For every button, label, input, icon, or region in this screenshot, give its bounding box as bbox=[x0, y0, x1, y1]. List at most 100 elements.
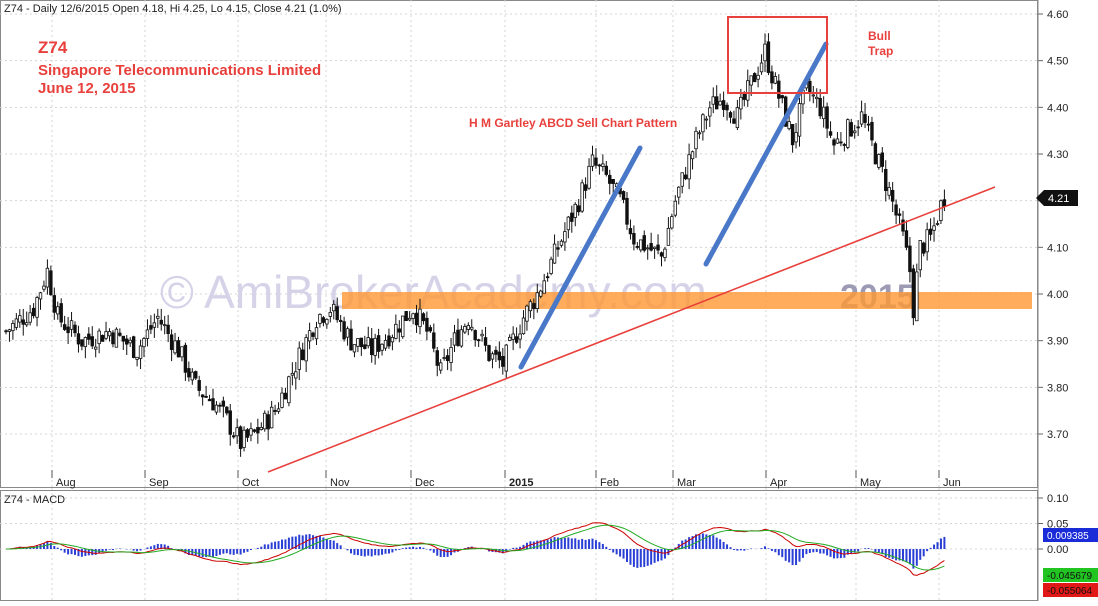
candle-body bbox=[180, 346, 184, 358]
y-tick-label: 4.60 bbox=[1047, 9, 1068, 21]
candle-body bbox=[721, 100, 726, 110]
candle-body bbox=[877, 154, 881, 168]
candle-body bbox=[342, 321, 346, 340]
candle-body bbox=[839, 141, 843, 144]
candle-body bbox=[825, 106, 829, 129]
candle-body bbox=[687, 154, 691, 180]
x-tick-label: Oct bbox=[242, 477, 259, 489]
candle-body bbox=[790, 123, 795, 146]
candle-body bbox=[646, 247, 650, 250]
y-tick-label: 4.40 bbox=[1047, 102, 1068, 114]
candle-body bbox=[145, 329, 150, 339]
pattern-leg-cd bbox=[703, 41, 829, 267]
macd-y-tick-label: 0.00 bbox=[1047, 544, 1068, 556]
candle-body bbox=[35, 297, 39, 318]
candle-body bbox=[304, 337, 308, 362]
x-tick-label: Jun bbox=[943, 477, 961, 489]
candle-body bbox=[773, 76, 778, 84]
candle-body bbox=[366, 337, 370, 347]
candle-body bbox=[718, 100, 722, 106]
candle-body bbox=[266, 414, 270, 430]
candle-body bbox=[380, 343, 384, 351]
candle-body bbox=[69, 320, 74, 330]
candle-body bbox=[100, 335, 105, 342]
candle-body bbox=[90, 336, 94, 347]
candle-body bbox=[259, 426, 263, 430]
candle-body bbox=[432, 332, 436, 349]
candle-body bbox=[394, 323, 398, 339]
candle-body bbox=[501, 356, 505, 367]
candle-body bbox=[742, 93, 746, 100]
candle-body bbox=[604, 165, 608, 175]
y-tick-label: 4.00 bbox=[1047, 289, 1068, 301]
candle-body bbox=[835, 138, 840, 144]
y-tick-label: 4.50 bbox=[1047, 56, 1068, 68]
candle-body bbox=[466, 325, 470, 330]
candle-body bbox=[918, 240, 922, 271]
candle-body bbox=[853, 130, 857, 134]
last-close-label: 4.21 bbox=[1048, 193, 1069, 205]
candle-body bbox=[252, 429, 257, 432]
candle-body bbox=[218, 404, 222, 407]
candle-body bbox=[211, 398, 215, 411]
last-close-flag bbox=[1036, 190, 1078, 206]
macd-y-tick-label: 0.05 bbox=[1047, 519, 1068, 531]
candle-body bbox=[611, 178, 615, 184]
candle-body bbox=[556, 247, 560, 250]
x-tick-label: Feb bbox=[600, 477, 619, 489]
candle-body bbox=[438, 362, 443, 371]
macd-value-label: 0.009385 bbox=[1047, 531, 1089, 542]
candle-body bbox=[735, 107, 740, 129]
candle-body bbox=[149, 325, 153, 330]
candle-body bbox=[414, 312, 419, 326]
candle-body bbox=[690, 151, 695, 160]
candle-body bbox=[832, 139, 836, 146]
candle-body bbox=[45, 267, 50, 288]
candle-body bbox=[525, 305, 529, 322]
y-tick-label: 4.10 bbox=[1047, 242, 1068, 254]
candle-body bbox=[856, 126, 860, 129]
candle-body bbox=[238, 426, 243, 449]
candle-body bbox=[263, 412, 267, 430]
ticker-annotation: Z74 bbox=[38, 38, 68, 57]
candle-body bbox=[542, 280, 546, 294]
candle-body bbox=[442, 357, 446, 359]
x-tick-label: Dec bbox=[415, 477, 435, 489]
candle-body bbox=[666, 227, 671, 246]
candle-body bbox=[176, 340, 181, 358]
signal-line bbox=[5, 524, 945, 571]
hist-value-label: -0.055064 bbox=[1047, 586, 1092, 597]
candle-body bbox=[608, 174, 612, 184]
candle-body bbox=[445, 355, 450, 362]
candle-body bbox=[287, 376, 291, 404]
date-annotation: June 12, 2015 bbox=[38, 80, 136, 97]
macd-value-labels: 0.009385 -0.045679 -0.055064 bbox=[1043, 528, 1098, 597]
candles bbox=[4, 33, 947, 457]
candle-body bbox=[932, 225, 936, 231]
candle-body bbox=[539, 290, 543, 297]
candle-body bbox=[583, 184, 588, 191]
macd-line bbox=[5, 522, 945, 576]
macd-y-tick-label: 0.10 bbox=[1047, 493, 1068, 505]
candle-body bbox=[470, 326, 474, 330]
candle-body bbox=[404, 311, 408, 321]
candle-body bbox=[559, 240, 564, 246]
candle-body bbox=[915, 271, 919, 322]
candle-body bbox=[256, 427, 260, 434]
candle-body bbox=[131, 336, 136, 358]
candle-body bbox=[318, 313, 322, 324]
candle-body bbox=[621, 191, 626, 200]
candle-body bbox=[376, 335, 381, 352]
candle-body bbox=[708, 107, 712, 117]
candle-body bbox=[942, 199, 947, 207]
candle-body bbox=[387, 335, 391, 347]
support-zone bbox=[342, 292, 1032, 309]
candle-body bbox=[880, 152, 884, 167]
candle-body bbox=[563, 231, 567, 243]
candle-body bbox=[59, 303, 63, 323]
candle-body bbox=[528, 301, 533, 312]
macd-series bbox=[5, 522, 946, 576]
candle-body bbox=[815, 96, 819, 100]
candle-body bbox=[459, 329, 464, 347]
macd-panel-title: Z74 - MACD bbox=[4, 494, 65, 506]
